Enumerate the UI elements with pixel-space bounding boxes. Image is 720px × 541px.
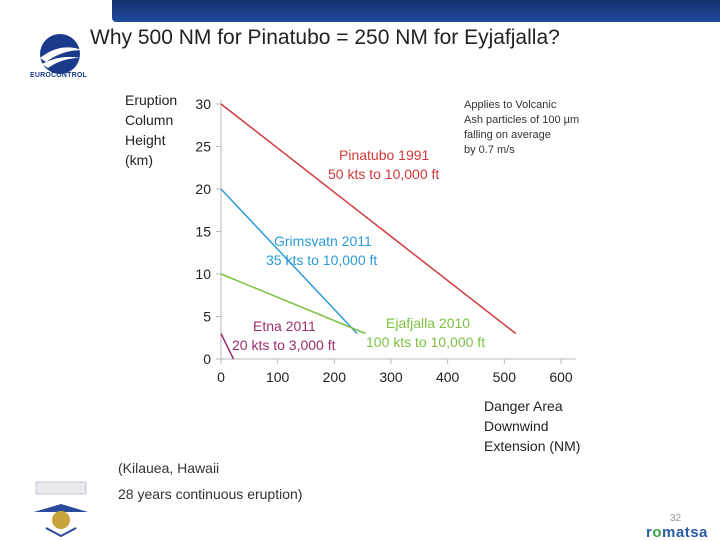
page-number: 32 (670, 513, 682, 524)
x-axis-label-line: Extension (NM) (484, 438, 580, 454)
x-tick-label: 100 (266, 369, 290, 385)
chart-note-line: Applies to Volcanic (464, 99, 557, 111)
y-tick-label: 20 (195, 181, 211, 197)
series-label-etna: 20 kts to 3,000 ft (232, 337, 336, 353)
x-tick-label: 500 (493, 369, 517, 385)
series-label-ejafjalla: 100 kts to 10,000 ft (366, 334, 485, 350)
x-tick-label: 0 (217, 369, 225, 385)
romatsa-logo: romatsa (646, 524, 708, 541)
footnote-line-2: 28 years continuous eruption) (118, 486, 303, 502)
y-tick-label: 25 (195, 139, 211, 155)
series-line-etna (220, 333, 235, 360)
header-bar (112, 0, 720, 22)
y-tick-label: 5 (203, 309, 211, 325)
y-tick-label: 0 (203, 351, 211, 367)
emblem-icon (34, 481, 88, 538)
slide-title: Why 500 NM for Pinatubo = 250 NM for Eyj… (90, 26, 560, 49)
series-label-grimsvatn: Grimsvatn 2011 (274, 233, 372, 249)
y-axis-label-line: Height (125, 132, 166, 148)
chart-note-line: by 0.7 m/s (464, 144, 515, 156)
series-label-pinatubo: 50 kts to 10,000 ft (328, 166, 439, 182)
series-label-etna: Etna 2011 (253, 318, 316, 334)
x-tick-label: 200 (323, 369, 347, 385)
y-axis-label-line: Eruption (125, 92, 177, 108)
eurocontrol-logo-icon (40, 34, 82, 74)
x-axis-label-line: Danger Area (484, 398, 563, 414)
x-axis-label-line: Downwind (484, 418, 549, 434)
y-axis-label-line: (km) (125, 152, 153, 168)
x-tick-label: 600 (549, 369, 573, 385)
brand-o: o (652, 524, 663, 541)
y-axis-label-line: Column (125, 112, 173, 128)
series-line-grimsvatn (220, 188, 358, 335)
y-tick-label: 10 (195, 266, 211, 282)
y-tick-label: 30 (195, 96, 211, 112)
series-label-grimsvatn: 35 kts to 10,000 ft (266, 252, 377, 268)
brand-suffix: matsa (662, 524, 708, 541)
series-label-ejafjalla: Ejafjalla 2010 (386, 315, 470, 331)
y-tick-label: 15 (195, 224, 211, 240)
series-label-pinatubo: Pinatubo 1991 (339, 147, 430, 163)
series-line-ejafjalla (220, 273, 366, 335)
chart-note-line: Ash particles of 100 µm (464, 114, 579, 126)
brand-prefix: r (646, 524, 653, 541)
logo-label: EUROCONTROL (30, 72, 88, 79)
series-line-pinatubo (220, 103, 517, 335)
x-tick-label: 400 (436, 369, 460, 385)
header-band (0, 0, 720, 26)
footnote-line-1: (Kilauea, Hawaii (118, 460, 220, 476)
x-tick-label: 300 (379, 369, 403, 385)
chart-note-line: falling on average (464, 129, 551, 141)
